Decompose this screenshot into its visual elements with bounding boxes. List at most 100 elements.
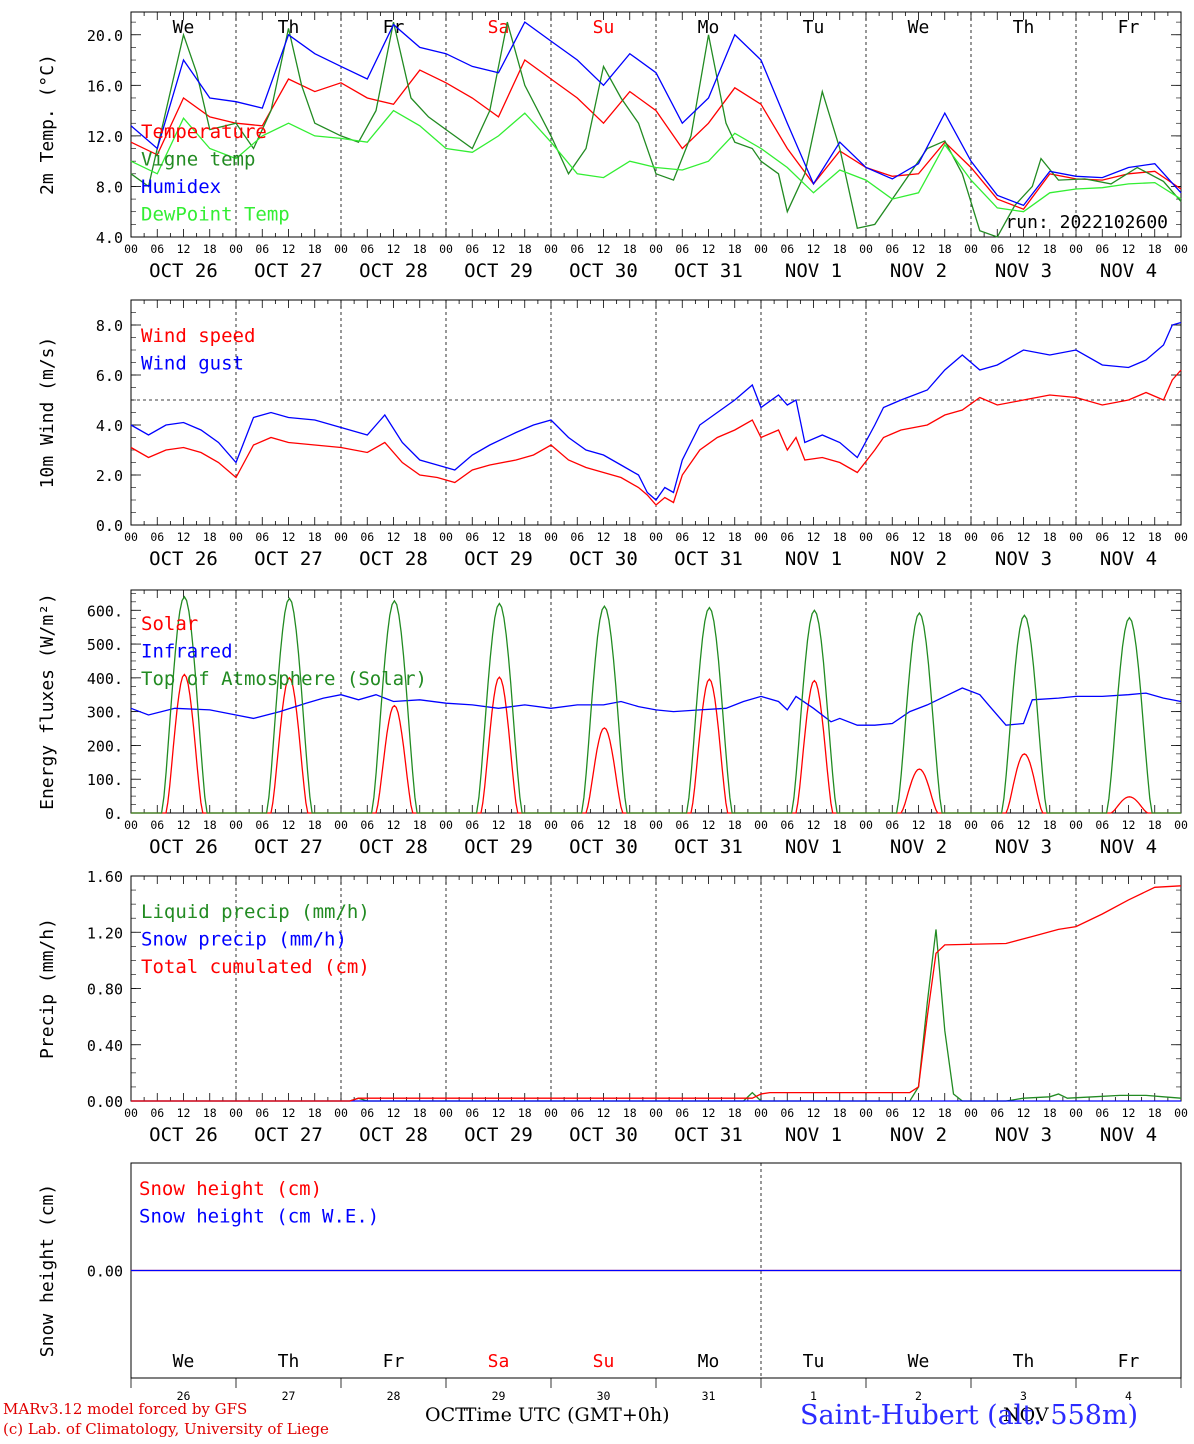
hour-tick-label: 12 — [597, 818, 611, 832]
hour-tick-label: 18 — [518, 242, 532, 256]
y-tick-label: 12.0 — [87, 128, 123, 146]
legend-entry: Humidex — [141, 176, 221, 198]
hour-tick-label: 06 — [255, 242, 269, 256]
y-axis-label: Energy fluxes (W/m²) — [37, 593, 58, 810]
hour-tick-label: 12 — [387, 242, 401, 256]
day-label: OCT 28 — [359, 1124, 428, 1146]
legend-entry: Temperature — [141, 121, 267, 143]
hour-tick-label: 06 — [675, 242, 689, 256]
hour-tick-label: 18 — [1148, 1106, 1162, 1120]
weekday-label: Th — [1013, 17, 1035, 38]
hour-tick-label: 12 — [597, 1106, 611, 1120]
legend-entry: Wind speed — [141, 325, 255, 347]
hour-tick-label: 18 — [623, 1106, 637, 1120]
day-label: NOV 3 — [995, 548, 1052, 570]
legend-entry: Total cumulated (cm) — [141, 956, 370, 978]
day-label: OCT 26 — [149, 548, 218, 570]
hour-tick-label: 06 — [885, 1106, 899, 1120]
x-axis-label: Time UTC (GMT+0h) — [463, 1404, 670, 1426]
hour-tick-label: 12 — [177, 530, 191, 544]
hour-tick-label: 18 — [308, 242, 322, 256]
hour-tick-label: 06 — [780, 1106, 794, 1120]
day-label: NOV 3 — [995, 836, 1052, 858]
hour-tick-label: 06 — [360, 242, 374, 256]
hour-tick-label: 12 — [492, 242, 506, 256]
hour-tick-label: 12 — [177, 818, 191, 832]
hour-tick-label: 12 — [807, 818, 821, 832]
hour-tick-label: 00 — [124, 530, 138, 544]
hour-tick-label: 06 — [255, 818, 269, 832]
day-label: OCT 31 — [674, 836, 743, 858]
day-label: OCT 29 — [464, 260, 533, 282]
hour-tick-label: 00 — [649, 1106, 663, 1120]
series-line-wind-speed — [130, 369, 1182, 506]
month-nov-label: NOV — [1003, 1404, 1049, 1426]
hour-tick-label: 12 — [912, 818, 926, 832]
y-tick-label: 1.60 — [87, 868, 123, 886]
day-label: NOV 2 — [890, 548, 947, 570]
day-label: OCT 29 — [464, 836, 533, 858]
hour-tick-label: 00 — [649, 530, 663, 544]
day-label: NOV 3 — [995, 1124, 1052, 1146]
legend-entry: Snow precip (mm/h) — [141, 929, 347, 951]
hour-tick-label: 12 — [282, 242, 296, 256]
y-axis-label: 2m Temp. (°C) — [37, 54, 58, 195]
hour-tick-label: 06 — [150, 1106, 164, 1120]
hour-tick-label: 06 — [570, 818, 584, 832]
weekday-label: Fr — [1118, 1351, 1140, 1372]
hour-tick-label: 18 — [203, 530, 217, 544]
hour-tick-label: 12 — [1017, 818, 1031, 832]
hour-tick-label: 00 — [649, 242, 663, 256]
hour-tick-label: 00 — [334, 818, 348, 832]
hour-tick-label: 06 — [465, 242, 479, 256]
y-tick-label: 6.0 — [96, 367, 123, 385]
hour-tick-label: 00 — [229, 530, 243, 544]
series-line-infrared — [130, 687, 1182, 726]
hour-tick-label: 12 — [1017, 242, 1031, 256]
day-label: NOV 4 — [1100, 548, 1157, 570]
y-tick-label: 1.20 — [87, 924, 123, 942]
station-name: Saint-Hubert (alt. 558m) — [800, 1400, 1139, 1431]
hour-tick-label: 18 — [518, 1106, 532, 1120]
hour-tick-label: 06 — [570, 1106, 584, 1120]
hour-tick-label: 06 — [465, 530, 479, 544]
hour-tick-label: 06 — [990, 1106, 1004, 1120]
hour-tick-label: 18 — [728, 818, 742, 832]
y-tick-label: 20.0 — [87, 27, 123, 45]
day-number-label: 27 — [282, 1389, 296, 1403]
panel-1: 00 06 12 18 00 06 12 18 00 06 12 18 00 06 12 18 00 06 12 18… — [37, 11, 1188, 282]
y-tick-label: 200. — [87, 737, 123, 755]
hour-tick-label: 00 — [124, 1106, 138, 1120]
hour-tick-label: 06 — [675, 1106, 689, 1120]
day-label: OCT 31 — [674, 260, 743, 282]
weekday-label: Sa — [488, 17, 510, 38]
series-line-dewpoint-temp — [130, 109, 1182, 213]
legend-entry: Solar — [141, 613, 198, 635]
series-line-temperature — [130, 59, 1182, 210]
hour-tick-label: 00 — [1069, 530, 1083, 544]
series-line-humidex — [130, 21, 1182, 207]
weekday-label: Mo — [698, 17, 720, 38]
day-label: NOV 1 — [785, 836, 842, 858]
hour-tick-label: 18 — [728, 1106, 742, 1120]
hour-tick-label: 18 — [203, 818, 217, 832]
hour-tick-label: 18 — [308, 818, 322, 832]
model-credit: MARv3.12 model forced by GFS — [3, 1400, 248, 1418]
hour-tick-label: 00 — [334, 242, 348, 256]
hour-tick-label: 18 — [1043, 818, 1057, 832]
hour-tick-label: 06 — [360, 530, 374, 544]
day-number-label: 1 — [810, 1389, 817, 1403]
y-tick-label: 0.0 — [96, 517, 123, 535]
hour-tick-label: 06 — [570, 242, 584, 256]
day-label: OCT 28 — [359, 836, 428, 858]
hour-tick-label: 00 — [439, 242, 453, 256]
weekday-label: We — [908, 1351, 930, 1372]
hour-tick-label: 12 — [1017, 530, 1031, 544]
series-line-vigne-temp — [130, 21, 1182, 238]
hour-tick-label: 12 — [1122, 1106, 1136, 1120]
hour-tick-label: 06 — [360, 818, 374, 832]
hour-tick-label: 18 — [308, 530, 322, 544]
hour-tick-label: 18 — [1043, 242, 1057, 256]
run-label: run: 2022102600 — [1005, 212, 1168, 233]
